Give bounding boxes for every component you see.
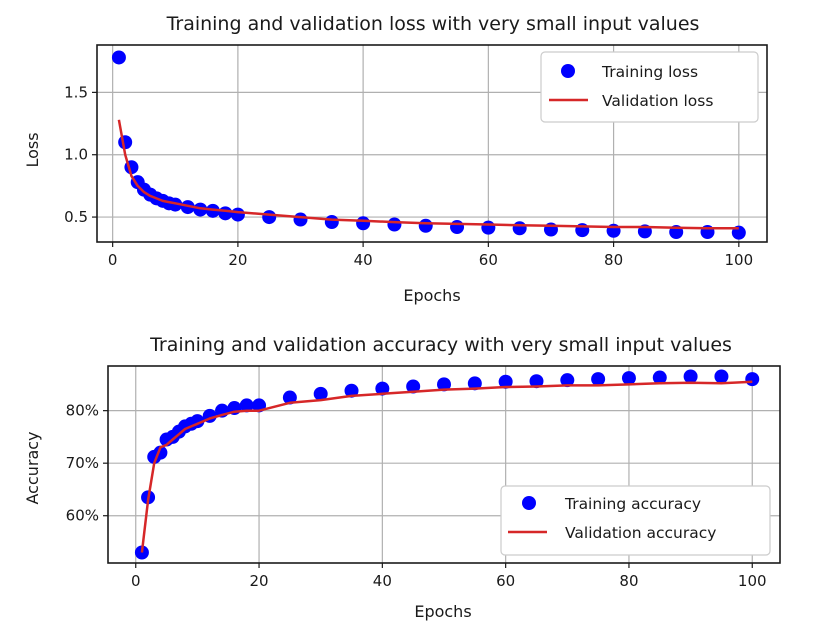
- accuracy-training-point: [239, 398, 254, 413]
- loss-y-axis-label: Loss: [23, 132, 42, 167]
- loss-x-tick-label: 20: [228, 251, 247, 269]
- loss-training-point: [293, 212, 308, 227]
- accuracy-legend-label-training: Training accuracy: [564, 495, 701, 513]
- accuracy-chart-title: Training and validation accuracy with ve…: [149, 334, 732, 356]
- loss-legend-label-validation: Validation loss: [602, 92, 713, 110]
- accuracy-training-point: [313, 386, 328, 401]
- accuracy-y-axis-label: Accuracy: [23, 431, 42, 504]
- accuracy-y-tick-label: 60%: [66, 507, 99, 525]
- loss-x-tick-label: 40: [354, 251, 373, 269]
- accuracy-training-point: [375, 381, 390, 396]
- loss-x-tick-label: 60: [479, 251, 498, 269]
- accuracy-training-point: [745, 372, 760, 387]
- accuracy-x-tick-label: 80: [619, 572, 638, 590]
- loss-training-point: [387, 217, 402, 232]
- loss-training-point: [418, 218, 433, 233]
- accuracy-validation-line: [140, 380, 753, 553]
- loss-x-tick-label: 80: [604, 251, 623, 269]
- loss-training-point: [324, 215, 339, 230]
- loss-training-point: [180, 200, 195, 215]
- accuracy-legend-marker-training: [522, 496, 536, 510]
- accuracy-training-point: [621, 371, 636, 386]
- loss-legend-marker-training: [561, 64, 575, 78]
- accuracy-training-point: [498, 374, 513, 389]
- accuracy-training-point: [467, 376, 482, 391]
- accuracy-x-tick-label: 100: [738, 572, 767, 590]
- accuracy-training-point: [529, 374, 544, 389]
- loss-training-point: [356, 216, 371, 231]
- loss-plot-frame: [96, 44, 768, 243]
- accuracy-chart: Training and validation accuracy with ve…: [23, 334, 781, 621]
- loss-training-point: [481, 220, 496, 235]
- loss-training-point: [230, 207, 245, 222]
- loss-chart: Training and validation loss with very s…: [23, 13, 768, 305]
- loss-training-point: [168, 197, 183, 212]
- accuracy-training-point: [344, 383, 359, 398]
- loss-y-tick-label: 1.5: [64, 83, 88, 101]
- accuracy-legend-label-validation: Validation accuracy: [565, 524, 716, 542]
- accuracy-plot-frame: [107, 365, 781, 564]
- accuracy-training-point: [560, 373, 575, 388]
- loss-x-tick-label: 100: [725, 251, 754, 269]
- loss-training-point: [111, 50, 126, 65]
- loss-chart-title: Training and validation loss with very s…: [166, 13, 700, 35]
- loss-legend: Training loss Validation loss: [540, 51, 759, 123]
- loss-x-tick-label: 0: [108, 251, 118, 269]
- accuracy-y-tick-label: 70%: [66, 454, 99, 472]
- loss-legend-label-training: Training loss: [601, 63, 698, 81]
- accuracy-y-tick-label: 80%: [66, 402, 99, 420]
- accuracy-x-axis-label: Epochs: [414, 602, 471, 621]
- accuracy-x-tick-label: 20: [249, 572, 268, 590]
- loss-training-point: [450, 220, 465, 235]
- accuracy-training-point: [683, 369, 698, 384]
- loss-y-tick-label: 0.5: [64, 208, 88, 226]
- accuracy-x-tick-label: 0: [131, 572, 141, 590]
- accuracy-legend: Training accuracy Validation accuracy: [500, 485, 771, 556]
- loss-training-point: [218, 206, 233, 221]
- loss-training-point: [193, 202, 208, 217]
- loss-y-tick-label: 1.0: [64, 146, 88, 164]
- accuracy-training-point: [282, 390, 297, 405]
- loss-x-axis-label: Epochs: [403, 286, 460, 305]
- loss-training-point: [118, 135, 133, 150]
- accuracy-training-point: [591, 372, 606, 387]
- accuracy-training-point: [714, 369, 729, 384]
- loss-training-point: [512, 221, 527, 236]
- accuracy-training-point: [652, 370, 667, 385]
- accuracy-x-tick-label: 60: [496, 572, 515, 590]
- loss-validation-line: [117, 119, 739, 230]
- loss-training-point: [262, 210, 277, 225]
- accuracy-training-point: [437, 377, 451, 392]
- accuracy-training-point: [406, 379, 421, 394]
- accuracy-x-tick-label: 40: [373, 572, 392, 590]
